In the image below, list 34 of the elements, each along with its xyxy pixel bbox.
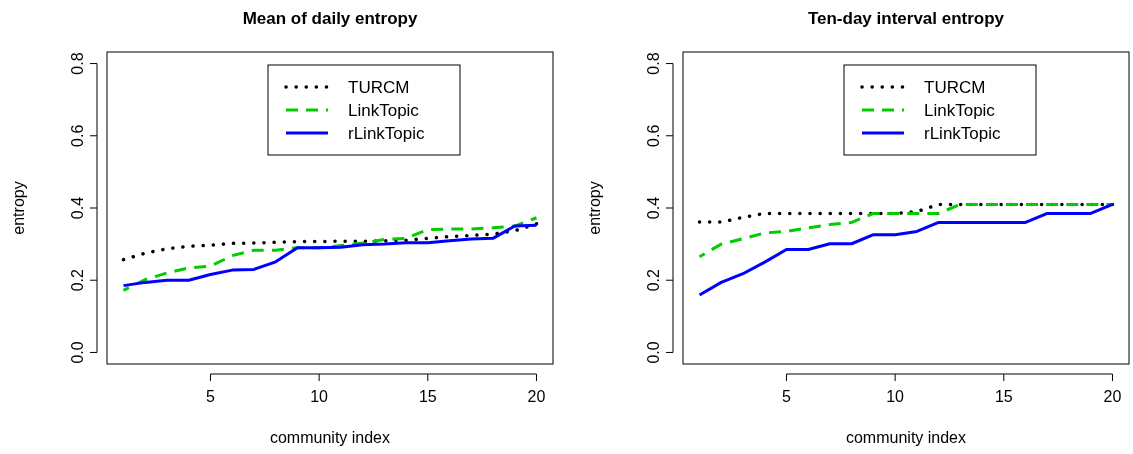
y-tick-label: 0.8	[69, 52, 86, 75]
y-tick-label: 0.2	[645, 269, 662, 292]
chart-title: Mean of daily entropy	[242, 9, 418, 28]
line-series	[697, 202, 1115, 224]
legend-label: rLinkTopic	[924, 124, 1002, 143]
x-tick-label: 5	[206, 388, 215, 405]
y-tick-label: 0.0	[69, 341, 86, 364]
legend-label: LinkTopic	[924, 101, 996, 120]
legend-label: TURCM	[924, 78, 986, 97]
line-series	[121, 222, 539, 262]
x-tick-label: 10	[310, 388, 329, 405]
y-tick-label: 0.4	[69, 196, 86, 220]
y-axis-title: entropy	[586, 181, 603, 235]
y-tick-label: 0.6	[69, 124, 86, 147]
y-axis-title: entropy	[10, 181, 27, 235]
y-tick-label: 0.0	[645, 341, 662, 364]
x-tick-label: 20	[1103, 388, 1122, 405]
x-tick-label: 5	[782, 388, 791, 405]
y-tick-label: 0.6	[645, 124, 662, 147]
x-tick-label: 20	[527, 388, 546, 405]
chart-title: Ten-day interval entropy	[807, 9, 1005, 28]
y-tick-label: 0.2	[69, 269, 86, 292]
x-tick-label: 15	[994, 388, 1013, 405]
y-tick-label: 0.8	[645, 52, 662, 75]
line-series	[698, 202, 1114, 259]
x-tick-label: 15	[418, 388, 437, 405]
line-series	[698, 202, 1114, 297]
y-tick-label: 0.4	[645, 196, 662, 220]
x-tick-label: 10	[886, 388, 905, 405]
x-axis-title: community index	[269, 429, 391, 446]
x-axis-title: community index	[845, 429, 967, 446]
legend-label: rLinkTopic	[348, 124, 426, 143]
legend-label: LinkTopic	[348, 101, 420, 120]
legend-label: TURCM	[348, 78, 410, 97]
